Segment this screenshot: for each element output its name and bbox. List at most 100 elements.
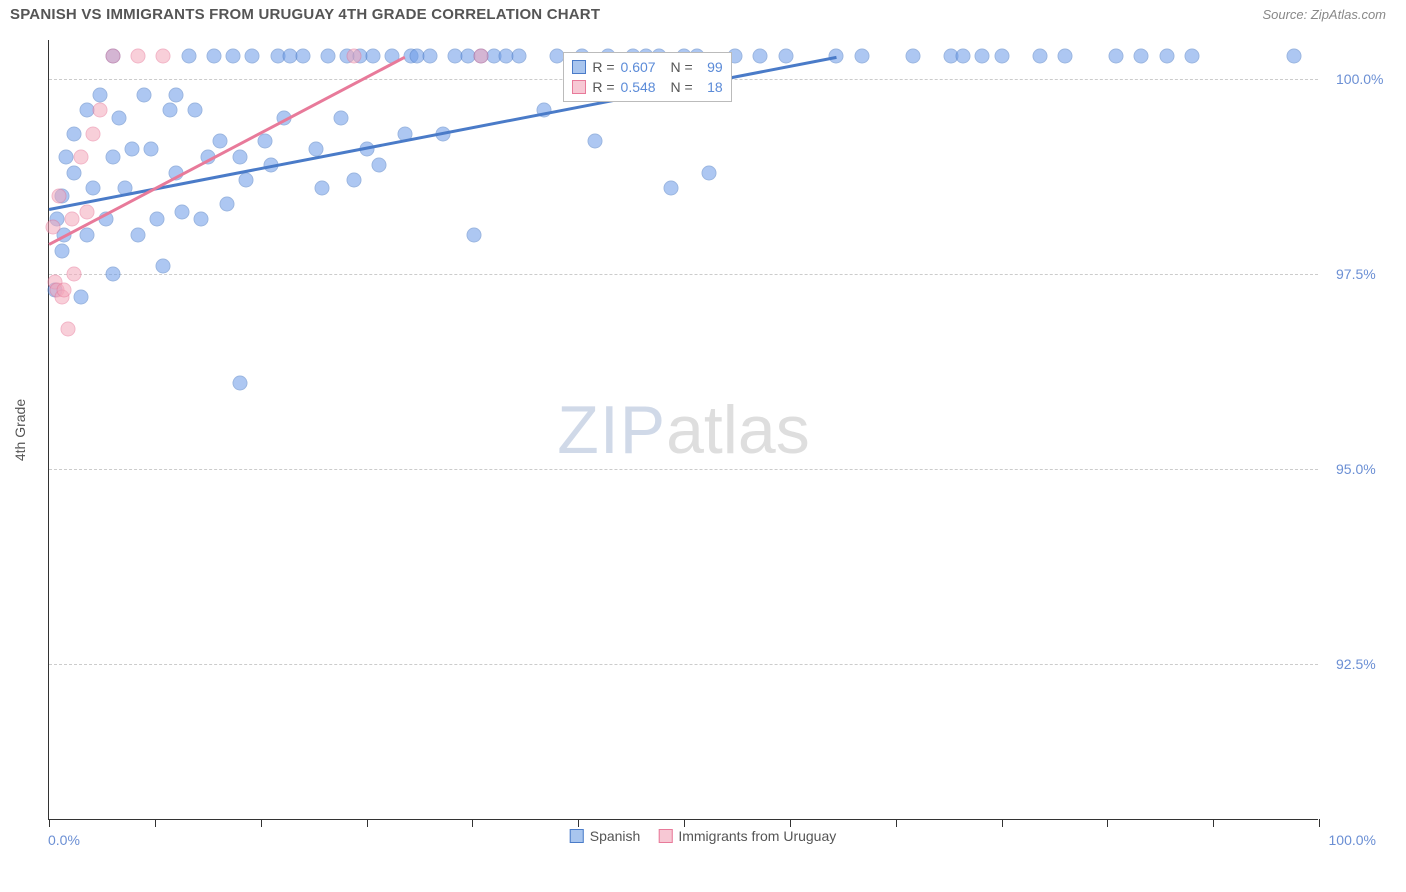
data-point	[1058, 48, 1073, 63]
data-point	[73, 290, 88, 305]
data-point	[137, 87, 152, 102]
data-point	[423, 48, 438, 63]
data-point	[67, 165, 82, 180]
data-point	[80, 204, 95, 219]
x-tick-mark	[578, 819, 579, 827]
data-point	[1134, 48, 1149, 63]
data-point	[1108, 48, 1123, 63]
legend-item-immigrants: Immigrants from Uruguay	[658, 828, 836, 844]
x-tick-mark	[472, 819, 473, 827]
data-point	[86, 181, 101, 196]
data-point	[64, 212, 79, 227]
correlation-swatch	[572, 80, 586, 94]
data-point	[245, 48, 260, 63]
data-point	[905, 48, 920, 63]
x-tick-mark	[790, 819, 791, 827]
x-axis-min-label: 0.0%	[48, 832, 80, 848]
data-point	[994, 48, 1009, 63]
chart-title: SPANISH VS IMMIGRANTS FROM URUGUAY 4TH G…	[10, 6, 600, 23]
data-point	[130, 48, 145, 63]
data-point	[778, 48, 793, 63]
data-point	[67, 126, 82, 141]
data-point	[52, 189, 67, 204]
x-tick-mark	[367, 819, 368, 827]
correlation-legend: R =0.607N =99R =0.548N =18	[563, 52, 731, 102]
data-point	[1159, 48, 1174, 63]
data-point	[467, 228, 482, 243]
data-point	[372, 157, 387, 172]
data-point	[45, 220, 60, 235]
r-value: 0.607	[621, 59, 665, 75]
data-point	[162, 103, 177, 118]
legend-swatch-blue	[570, 829, 584, 843]
legend-label-immigrants: Immigrants from Uruguay	[678, 828, 836, 844]
data-point	[753, 48, 768, 63]
data-point	[58, 150, 73, 165]
n-value: 99	[699, 59, 723, 75]
data-point	[232, 376, 247, 391]
x-tick-mark	[1107, 819, 1108, 827]
n-value: 18	[699, 79, 723, 95]
data-point	[226, 48, 241, 63]
data-point	[829, 48, 844, 63]
x-tick-mark	[1213, 819, 1214, 827]
data-point	[169, 87, 184, 102]
watermark-atlas: atlas	[666, 392, 810, 468]
data-point	[67, 267, 82, 282]
data-point	[207, 48, 222, 63]
x-tick-mark	[261, 819, 262, 827]
data-point	[105, 267, 120, 282]
data-point	[213, 134, 228, 149]
data-point	[257, 134, 272, 149]
y-tick-label: 95.0%	[1336, 461, 1376, 477]
data-point	[321, 48, 336, 63]
data-point	[854, 48, 869, 63]
data-point	[238, 173, 253, 188]
correlation-row: R =0.548N =18	[572, 77, 722, 97]
correlation-row: R =0.607N =99	[572, 57, 722, 77]
y-tick-label: 97.5%	[1336, 266, 1376, 282]
chart-header: SPANISH VS IMMIGRANTS FROM URUGUAY 4TH G…	[0, 0, 1406, 29]
y-axis-label: 4th Grade	[12, 399, 28, 461]
plot-area: ZIPatlas 100.0%97.5%95.0%92.5%R =0.607N …	[48, 40, 1318, 820]
data-point	[86, 126, 101, 141]
data-point	[54, 243, 69, 258]
data-point	[975, 48, 990, 63]
data-point	[73, 150, 88, 165]
data-point	[149, 212, 164, 227]
data-point	[296, 48, 311, 63]
bottom-legend: Spanish Immigrants from Uruguay	[570, 828, 837, 844]
data-point	[1286, 48, 1301, 63]
n-label: N =	[671, 79, 693, 95]
data-point	[175, 204, 190, 219]
legend-label-spanish: Spanish	[590, 828, 641, 844]
x-tick-mark	[684, 819, 685, 827]
x-tick-mark	[1319, 819, 1320, 827]
r-label: R =	[592, 59, 614, 75]
legend-item-spanish: Spanish	[570, 828, 641, 844]
watermark: ZIPatlas	[557, 391, 809, 469]
data-point	[194, 212, 209, 227]
data-point	[956, 48, 971, 63]
data-point	[365, 48, 380, 63]
data-point	[511, 48, 526, 63]
data-point	[181, 48, 196, 63]
r-label: R =	[592, 79, 614, 95]
data-point	[1032, 48, 1047, 63]
data-point	[57, 282, 72, 297]
gridline	[49, 664, 1318, 665]
legend-swatch-pink	[658, 829, 672, 843]
data-point	[664, 181, 679, 196]
data-point	[1185, 48, 1200, 63]
x-tick-mark	[155, 819, 156, 827]
data-point	[315, 181, 330, 196]
data-point	[105, 150, 120, 165]
data-point	[702, 165, 717, 180]
data-point	[188, 103, 203, 118]
data-point	[232, 150, 247, 165]
data-point	[80, 228, 95, 243]
data-point	[334, 111, 349, 126]
x-tick-mark	[896, 819, 897, 827]
x-tick-mark	[1002, 819, 1003, 827]
correlation-swatch	[572, 60, 586, 74]
